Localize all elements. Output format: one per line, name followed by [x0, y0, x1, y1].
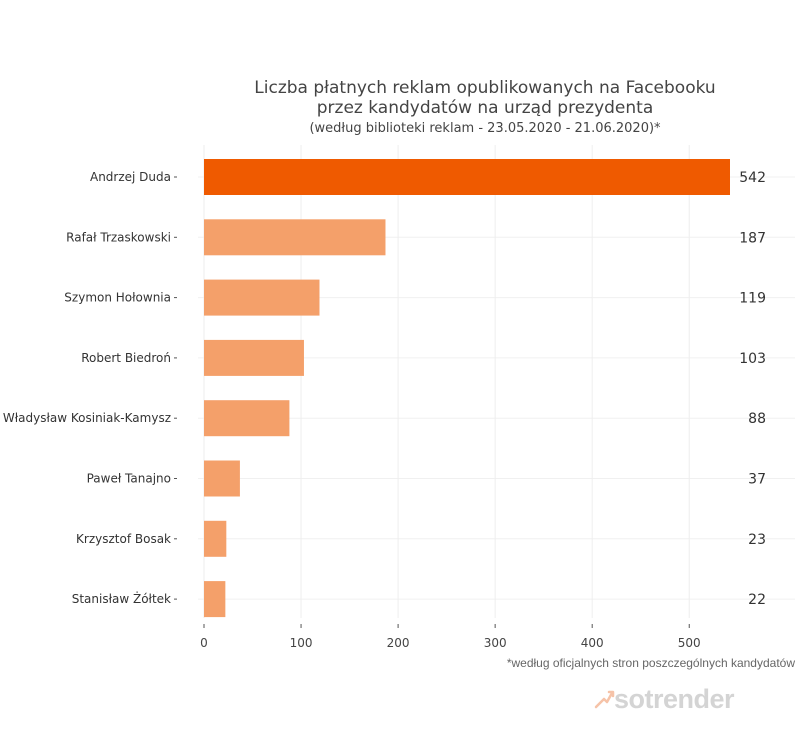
bar — [204, 279, 320, 316]
category-label: Szymon Hołownia — [64, 291, 171, 305]
value-label: 22 — [748, 592, 766, 608]
bar — [204, 219, 386, 256]
category-label: Rafał Trzaskowski — [66, 230, 171, 244]
category-labels: Andrzej Duda Rafał Trzaskowski Szymon Hoło… — [3, 170, 177, 606]
x-tick-label: 0 — [200, 636, 208, 650]
chart-title-line-2: przez kandydatów na urząd prezydenta — [317, 98, 654, 118]
value-label: 103 — [739, 351, 766, 367]
x-tick-label: 400 — [581, 636, 604, 650]
x-tick-label: 100 — [290, 636, 313, 650]
value-label: 88 — [748, 411, 766, 427]
sotrender-logo-icon — [594, 690, 615, 709]
value-label: 119 — [739, 291, 766, 307]
x-tick-label: 200 — [387, 636, 410, 650]
category-label: Krzysztof Bosak — [76, 532, 171, 546]
bar — [204, 581, 226, 618]
footnote: *według oficjalnych stron poszczególnych… — [507, 656, 795, 670]
bar — [204, 400, 290, 437]
value-label: 37 — [748, 472, 766, 488]
brand-name: sotrender — [614, 684, 735, 714]
value-label: 187 — [739, 230, 766, 246]
value-label: 23 — [748, 532, 766, 548]
category-label: Władysław Kosiniak-Kamysz — [3, 411, 171, 425]
bar — [204, 460, 240, 497]
x-tick-label: 500 — [678, 636, 701, 650]
bar — [204, 159, 730, 195]
bar — [204, 339, 304, 376]
x-axis-ticks: 0 100 200 300 400 500 — [200, 624, 701, 650]
value-label: 542 — [739, 170, 766, 186]
chart-title-line-1: Liczba płatnych reklam opublikowanych na… — [254, 78, 715, 98]
bars — [204, 159, 730, 618]
x-tick-label: 300 — [484, 636, 507, 650]
chart-subtitle: (według biblioteki reklam - 23.05.2020 -… — [309, 121, 661, 136]
category-label: Robert Biedroń — [81, 351, 171, 365]
category-label: Paweł Tanajno — [87, 472, 171, 486]
value-labels: 542 187 119 103 88 37 23 22 — [739, 170, 766, 608]
bar — [204, 520, 227, 557]
category-label: Andrzej Duda — [90, 170, 171, 184]
grid-lines — [198, 145, 795, 618]
category-label: Stanisław Żółtek — [72, 591, 171, 606]
